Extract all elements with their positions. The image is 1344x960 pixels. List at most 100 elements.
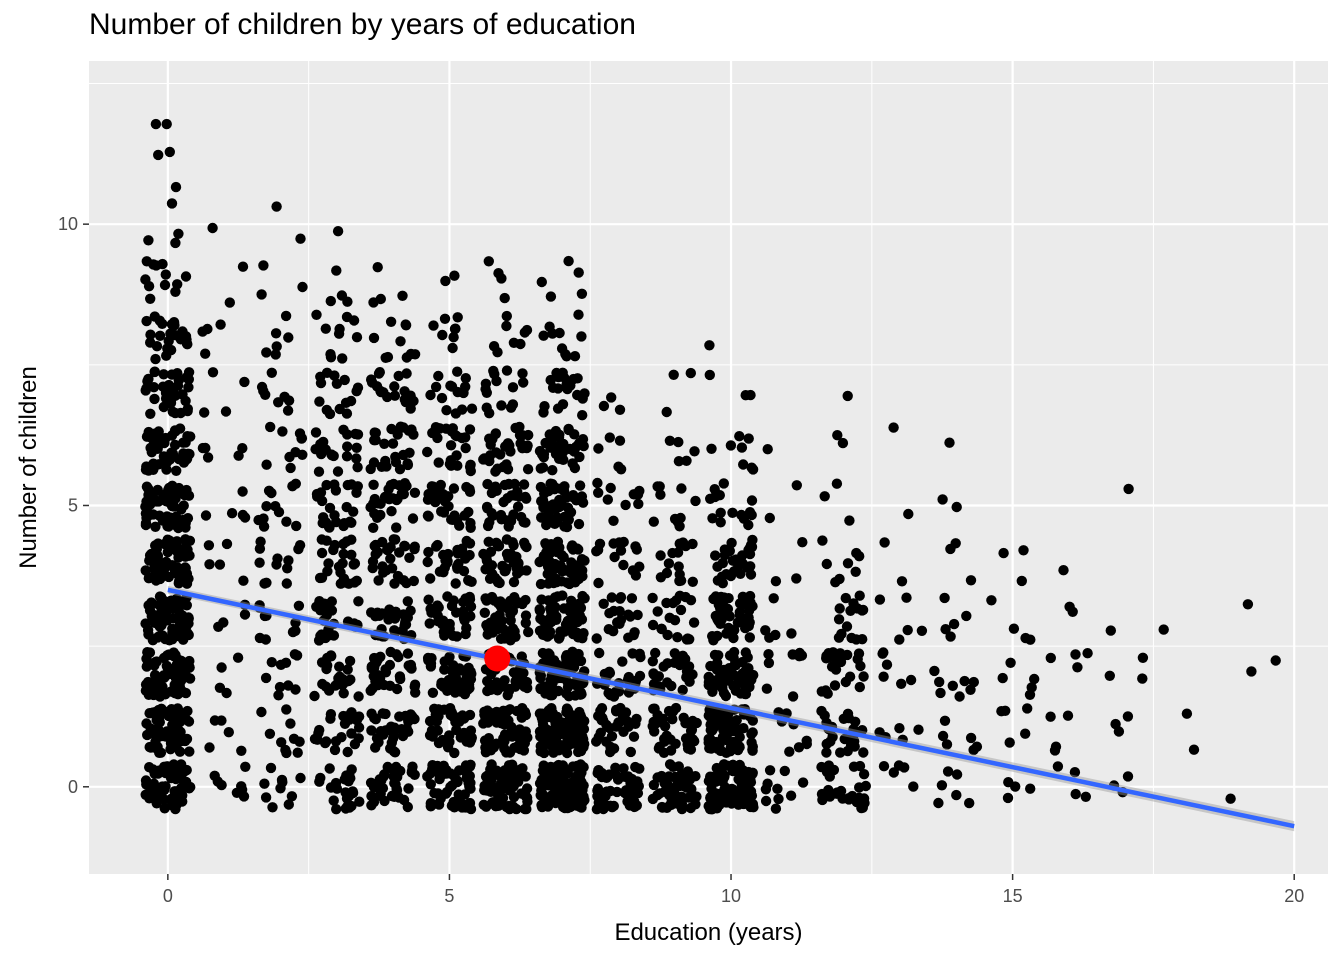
data-point bbox=[518, 377, 529, 388]
data-point bbox=[442, 557, 453, 568]
data-point bbox=[173, 228, 184, 239]
data-point bbox=[489, 572, 501, 583]
data-point bbox=[331, 378, 343, 389]
data-point bbox=[668, 706, 679, 717]
data-point bbox=[481, 555, 493, 566]
data-point bbox=[760, 795, 772, 807]
data-point bbox=[172, 380, 184, 391]
data-point bbox=[295, 233, 306, 244]
data-point bbox=[378, 387, 389, 398]
data-point bbox=[351, 386, 362, 397]
data-point bbox=[762, 444, 773, 455]
data-point bbox=[479, 453, 490, 464]
data-point bbox=[764, 765, 776, 776]
data-point bbox=[143, 573, 154, 584]
data-point bbox=[724, 611, 735, 622]
data-point bbox=[772, 783, 783, 794]
data-point bbox=[743, 519, 754, 531]
data-point bbox=[734, 763, 745, 774]
data-point bbox=[310, 427, 322, 438]
data-point bbox=[259, 778, 270, 789]
data-point bbox=[547, 773, 559, 784]
data-point bbox=[672, 632, 683, 643]
data-point bbox=[574, 451, 585, 463]
data-point bbox=[761, 683, 773, 694]
data-point bbox=[180, 271, 192, 282]
data-point bbox=[718, 670, 730, 681]
data-point bbox=[535, 578, 547, 590]
data-point bbox=[324, 408, 336, 420]
data-point bbox=[1016, 575, 1027, 587]
mean-point bbox=[484, 645, 511, 672]
data-point bbox=[896, 576, 908, 587]
data-point bbox=[951, 501, 962, 513]
data-point bbox=[493, 540, 504, 551]
data-point bbox=[170, 803, 181, 815]
data-point bbox=[376, 624, 387, 635]
data-point bbox=[433, 370, 444, 382]
data-point bbox=[623, 632, 634, 643]
data-point bbox=[535, 683, 546, 695]
data-point bbox=[158, 784, 169, 796]
data-point bbox=[685, 725, 697, 737]
data-point bbox=[272, 553, 283, 564]
data-point bbox=[1122, 771, 1134, 782]
data-point bbox=[534, 604, 545, 615]
data-point bbox=[169, 566, 181, 577]
data-point bbox=[141, 718, 152, 729]
data-point bbox=[352, 462, 363, 473]
data-point bbox=[446, 381, 458, 392]
data-point bbox=[423, 655, 434, 666]
data-point bbox=[315, 772, 326, 784]
data-point bbox=[283, 555, 294, 566]
data-point bbox=[545, 690, 556, 701]
data-point bbox=[466, 732, 477, 743]
data-point bbox=[559, 801, 571, 813]
data-point bbox=[329, 510, 340, 521]
data-point bbox=[630, 541, 641, 552]
data-point bbox=[270, 501, 281, 512]
data-point bbox=[265, 762, 277, 774]
data-point bbox=[832, 430, 843, 441]
data-point bbox=[197, 326, 208, 337]
data-point bbox=[486, 508, 497, 519]
data-point bbox=[543, 648, 554, 659]
data-point bbox=[490, 612, 501, 623]
data-point bbox=[874, 594, 886, 605]
data-point bbox=[377, 561, 388, 572]
data-point bbox=[718, 687, 730, 699]
data-point bbox=[848, 598, 859, 609]
data-point bbox=[447, 666, 458, 677]
data-point bbox=[709, 649, 721, 661]
data-point bbox=[571, 655, 582, 666]
data-point bbox=[282, 563, 293, 574]
data-point bbox=[171, 738, 183, 750]
data-point bbox=[460, 442, 471, 454]
data-point bbox=[286, 791, 298, 802]
data-point bbox=[550, 761, 562, 772]
data-point bbox=[401, 577, 412, 589]
data-point bbox=[394, 464, 406, 475]
data-point bbox=[823, 767, 834, 778]
data-point bbox=[499, 566, 510, 577]
data-point bbox=[563, 255, 574, 267]
data-point bbox=[266, 367, 277, 378]
data-point bbox=[659, 721, 671, 732]
data-point bbox=[177, 662, 188, 673]
data-point bbox=[726, 737, 738, 748]
data-point bbox=[936, 780, 948, 791]
data-point bbox=[482, 740, 493, 751]
data-point bbox=[428, 320, 439, 331]
data-point bbox=[579, 666, 590, 677]
data-point bbox=[704, 340, 715, 351]
data-point bbox=[377, 536, 388, 548]
data-point bbox=[710, 717, 722, 728]
data-point bbox=[592, 477, 603, 489]
data-point bbox=[712, 743, 723, 754]
data-point bbox=[321, 479, 332, 491]
data-point bbox=[567, 544, 579, 555]
data-point bbox=[336, 290, 348, 301]
data-point bbox=[338, 424, 349, 435]
data-point bbox=[316, 657, 328, 668]
data-point bbox=[547, 677, 558, 689]
